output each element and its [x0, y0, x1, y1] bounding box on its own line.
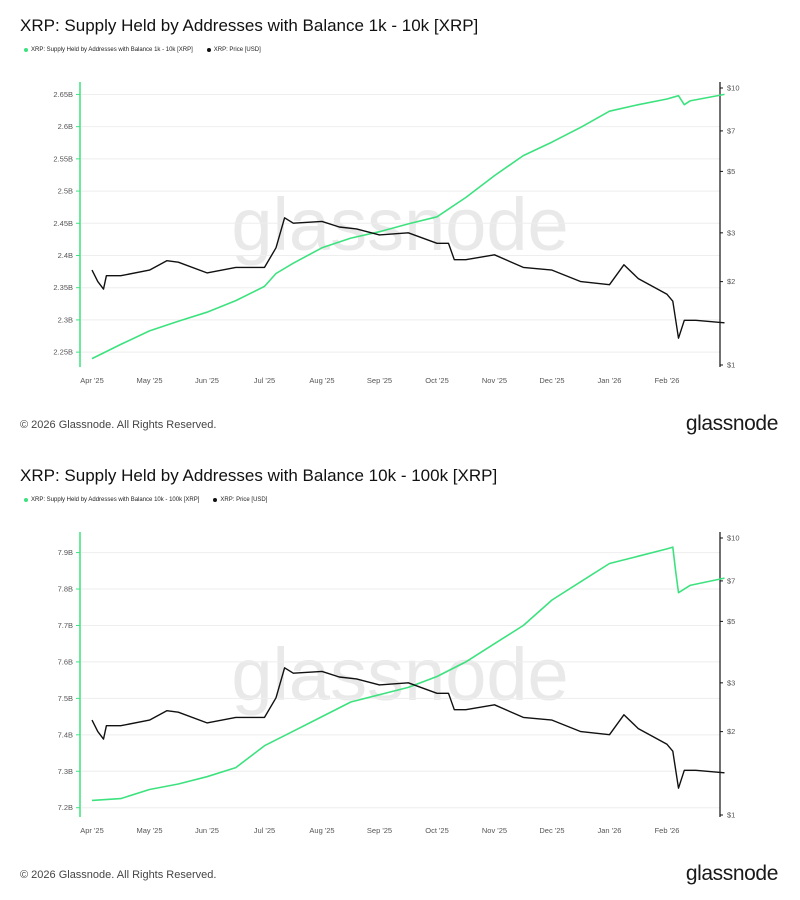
legend-dot-price-icon: [213, 498, 218, 502]
x-axis-tick-label: Aug '25: [309, 826, 334, 835]
left-axis-tick-label: 2.3B: [58, 315, 73, 324]
legend-label-price: XRP: Price [USD]: [220, 497, 268, 503]
right-axis-tick-label: $2: [727, 727, 735, 736]
left-axis-tick-label: 2.5B: [58, 187, 73, 196]
left-axis-tick-label: 2.55B: [53, 154, 73, 163]
x-axis-tick-label: Jul '25: [254, 376, 275, 385]
x-axis-tick-label: Feb '26: [655, 376, 680, 385]
left-axis-tick-label: 2.45B: [53, 219, 73, 228]
right-axis-tick-label: $5: [727, 617, 735, 626]
x-axis-tick-label: Oct '25: [425, 376, 449, 385]
x-axis-tick-label: Apr '25: [80, 826, 104, 835]
x-axis-tick-label: Aug '25: [309, 376, 334, 385]
x-axis-tick-label: Nov '25: [482, 376, 507, 385]
supply-series-line[interactable]: [91, 546, 725, 802]
left-axis-tick-label: 7.5B: [58, 694, 73, 703]
price-series-line[interactable]: [91, 217, 725, 339]
legend-item-supply[interactable]: XRP: Supply Held by Addresses with Balan…: [24, 497, 199, 503]
x-axis-tick-label: Oct '25: [425, 826, 449, 835]
watermark-text: glassnode: [231, 633, 568, 716]
legend-item-price[interactable]: XRP: Price [USD]: [206, 47, 261, 53]
left-axis-tick-label: 7.7B: [58, 621, 73, 630]
right-axis-tick-label: $10: [727, 534, 740, 543]
x-axis-tick-label: Apr '25: [80, 376, 104, 385]
supply-series-line[interactable]: [91, 93, 725, 360]
right-axis-tick-label: $1: [727, 811, 735, 820]
x-axis-tick-label: Dec '25: [539, 826, 564, 835]
left-axis-tick-label: 2.65B: [53, 90, 73, 99]
chart-legend: XRP: Supply Held by Addresses with Balan…: [24, 497, 267, 503]
x-axis-tick-label: Jul '25: [254, 826, 275, 835]
left-axis-tick-label: 7.6B: [58, 657, 73, 666]
legend-dot-supply-icon: [24, 498, 28, 502]
x-axis-tick-label: May '25: [136, 826, 162, 835]
left-axis-tick-label: 7.9B: [58, 548, 73, 557]
x-axis-tick-label: Nov '25: [482, 826, 507, 835]
left-axis-tick-label: 7.2B: [58, 803, 73, 812]
legend-dot-supply-icon: [24, 48, 28, 52]
right-axis-tick-label: $5: [727, 167, 735, 176]
left-axis-tick-label: 2.35B: [53, 283, 73, 292]
x-axis-tick-label: Jan '26: [598, 376, 622, 385]
right-axis-tick-label: $10: [727, 84, 740, 93]
legend-label-supply: XRP: Supply Held by Addresses with Balan…: [31, 47, 193, 53]
left-axis-tick-label: 2.25B: [53, 348, 73, 357]
chart-plot-area[interactable]: glassnode 7.2B 7.3B 7.4B 7.5B 7.6B 7.7B 7.8B 7.9…: [0, 530, 800, 850]
x-axis-tick-label: Dec '25: [539, 376, 564, 385]
x-axis-tick-label: Sep '25: [367, 826, 392, 835]
x-axis-tick-label: May '25: [136, 376, 162, 385]
watermark-text: glassnode: [231, 183, 568, 266]
x-axis-tick-label: Jan '26: [598, 826, 622, 835]
glassnode-logo: glassnode: [685, 862, 779, 885]
chart-title: XRP: Supply Held by Addresses with Balan…: [20, 16, 479, 35]
copyright-text: © 2026 Glassnode. All Rights Reserved.: [20, 869, 217, 881]
legend-label-supply: XRP: Supply Held by Addresses with Balan…: [31, 497, 200, 503]
right-axis-tick-label: $7: [727, 126, 735, 135]
right-axis-tick-label: $2: [727, 277, 735, 286]
chart-panel-1k-10k: XRP: Supply Held by Addresses with Balan…: [0, 16, 800, 435]
glassnode-logo: glassnode: [685, 412, 779, 435]
x-axis-tick-label: Jun '25: [195, 376, 219, 385]
legend-label-price: XRP: Price [USD]: [213, 47, 261, 53]
legend-dot-price-icon: [206, 48, 211, 52]
legend-item-supply[interactable]: XRP: Supply Held by Addresses with Balan…: [24, 47, 193, 53]
left-axis-tick-label: 2.4B: [58, 251, 73, 260]
left-axis-tick-label: 7.8B: [58, 585, 73, 594]
chart-panel-10k-100k: XRP: Supply Held by Addresses with Balan…: [0, 450, 800, 900]
x-axis-tick-label: Feb '26: [655, 826, 680, 835]
price-series-line[interactable]: [91, 667, 725, 789]
right-axis-tick-label: $3: [727, 678, 735, 687]
x-axis-tick-label: Jun '25: [195, 826, 219, 835]
right-axis-tick-label: $1: [727, 361, 735, 370]
x-axis-tick-label: Sep '25: [367, 376, 392, 385]
right-axis-tick-label: $3: [727, 228, 735, 237]
legend-item-price[interactable]: XRP: Price [USD]: [213, 497, 267, 503]
left-axis-tick-label: 2.6B: [58, 122, 73, 131]
copyright-text: © 2026 Glassnode. All Rights Reserved.: [20, 419, 217, 431]
right-axis-tick-label: $7: [727, 576, 735, 585]
chart-plot-area[interactable]: glassnode 2.25B 2.3B 2.35B 2.4B 2.45B 2.5B 2.55…: [0, 80, 800, 400]
chart-title: XRP: Supply Held by Addresses with Balan…: [20, 466, 498, 485]
left-axis-tick-label: 7.3B: [58, 767, 73, 776]
left-axis-tick-label: 7.4B: [58, 730, 73, 739]
chart-legend: XRP: Supply Held by Addresses with Balan…: [24, 47, 261, 53]
